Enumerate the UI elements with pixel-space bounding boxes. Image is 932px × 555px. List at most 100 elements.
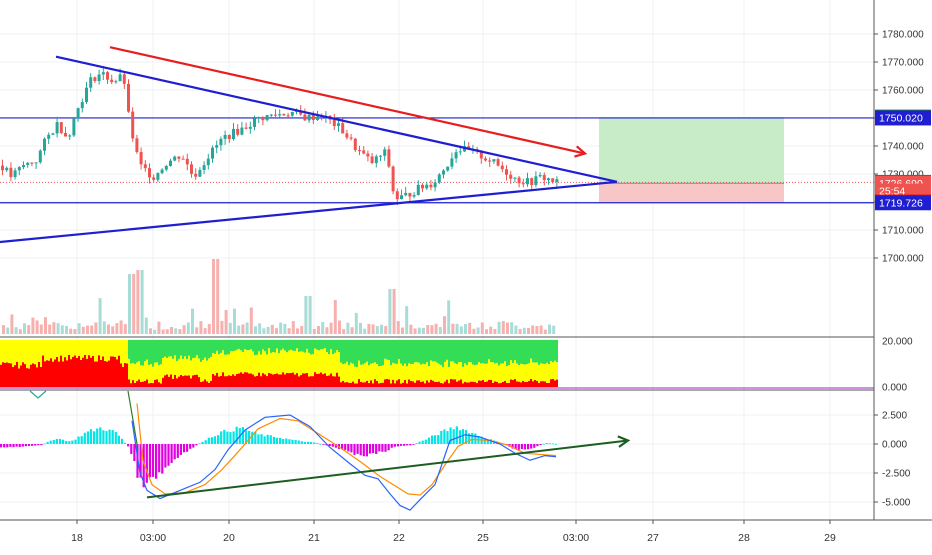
osc-red-bar [142,381,144,387]
osc-red-bar [38,361,40,387]
candle-body [353,138,357,151]
osc-yellow-bar [58,339,60,362]
osc-red-bar [482,379,484,387]
macd-histogram-bar [186,444,189,452]
candle-body [412,195,416,197]
osc-yellow-bar [208,358,210,383]
candle-body [59,122,63,134]
osc-yellow-bar [40,339,42,367]
osc-red-bar [366,380,368,387]
osc-red-bar [514,379,516,387]
osc-red-bar [286,373,288,387]
volume-bar [522,327,526,334]
volume-bar [23,323,26,334]
osc-yellow-bar [206,360,208,382]
macd-histogram-bar [390,444,393,448]
osc-red-bar [318,373,320,387]
osc-yellow-bar [126,339,128,364]
osc-green-bar [496,339,498,363]
macd-histogram-bar [483,438,486,444]
osc-red-bar [364,382,366,387]
osc-yellow-bar [122,339,124,367]
osc-yellow-bar [428,366,430,383]
macd-histogram-bar [217,435,220,444]
osc-red-bar [504,380,506,387]
candle-body [156,173,160,180]
osc-red-bar [306,372,308,387]
osc-green-bar [220,339,222,353]
osc-yellow-bar [286,352,288,374]
volume-bar [493,328,497,334]
osc-yellow-bar [288,350,290,374]
macd-histogram-bar [353,444,356,455]
osc-yellow-bar [282,348,284,373]
volume-bar [249,307,253,334]
osc-green-bar [198,339,200,359]
volume-bar [237,325,241,334]
osc-red-bar [32,363,34,387]
osc-red-bar [184,375,186,387]
osc-green-bar [216,339,218,351]
osc-yellow-bar [110,339,112,357]
osc-red-bar [206,381,208,387]
osc-yellow-bar [310,354,312,377]
osc-yellow-bar [48,339,50,361]
osc-yellow-bar [148,364,150,384]
volume-bar [527,327,530,334]
volume-bar [409,324,413,334]
osc-green-bar [524,339,526,365]
osc-yellow-bar [318,350,320,374]
osc-yellow-bar [226,354,228,377]
candle-body [97,74,101,81]
osc-yellow-bar [450,361,452,380]
candle-body [198,169,202,177]
osc-yellow-bar [168,356,170,377]
candle-body [454,152,458,159]
osc-yellow-bar [446,359,448,380]
macd-histogram-bar [55,438,58,444]
osc-yellow-bar [54,339,56,360]
volume-bar [480,322,484,334]
macd-histogram-bar [263,436,266,444]
osc-green-bar [350,339,352,363]
volume-bar [451,323,455,334]
osc-red-bar [216,372,218,387]
macd-histogram-bar [266,434,269,444]
osc-green-bar [448,339,450,367]
osc-green-bar [404,339,406,364]
osc-red-bar [10,363,12,387]
osc-red-bar [448,383,450,387]
osc-yellow-bar [320,349,322,373]
osc-green-bar [446,339,448,360]
osc-red-bar [526,381,528,387]
osc-red-bar [190,378,192,387]
osc-yellow-bar [328,354,330,376]
osc-yellow-bar [386,359,388,380]
osc-green-bar [400,339,402,364]
macd-histogram-bar [167,444,170,466]
macd-histogram-bar [93,431,96,444]
osc-red-bar [138,379,140,387]
osc-red-bar [402,382,404,387]
osc-red-bar [542,381,544,387]
osc-green-bar [182,339,184,359]
osc-yellow-bar [78,339,80,356]
volume-bar [485,329,488,334]
osc-red-bar [468,382,470,387]
osc-green-bar [190,339,192,361]
osc-yellow-bar [250,349,252,374]
osc-yellow-bar [502,363,504,382]
osc-green-bar [236,339,238,350]
osc-yellow-bar [278,353,280,375]
osc-green-bar [432,339,434,362]
osc-red-bar [326,375,328,387]
osc-red-bar [210,380,212,387]
osc-green-bar [322,339,324,350]
osc-red-bar [144,380,146,387]
osc-red-bar [308,376,310,387]
osc-green-bar [490,339,492,363]
osc-yellow-bar [60,339,62,356]
candle-body [202,165,206,170]
